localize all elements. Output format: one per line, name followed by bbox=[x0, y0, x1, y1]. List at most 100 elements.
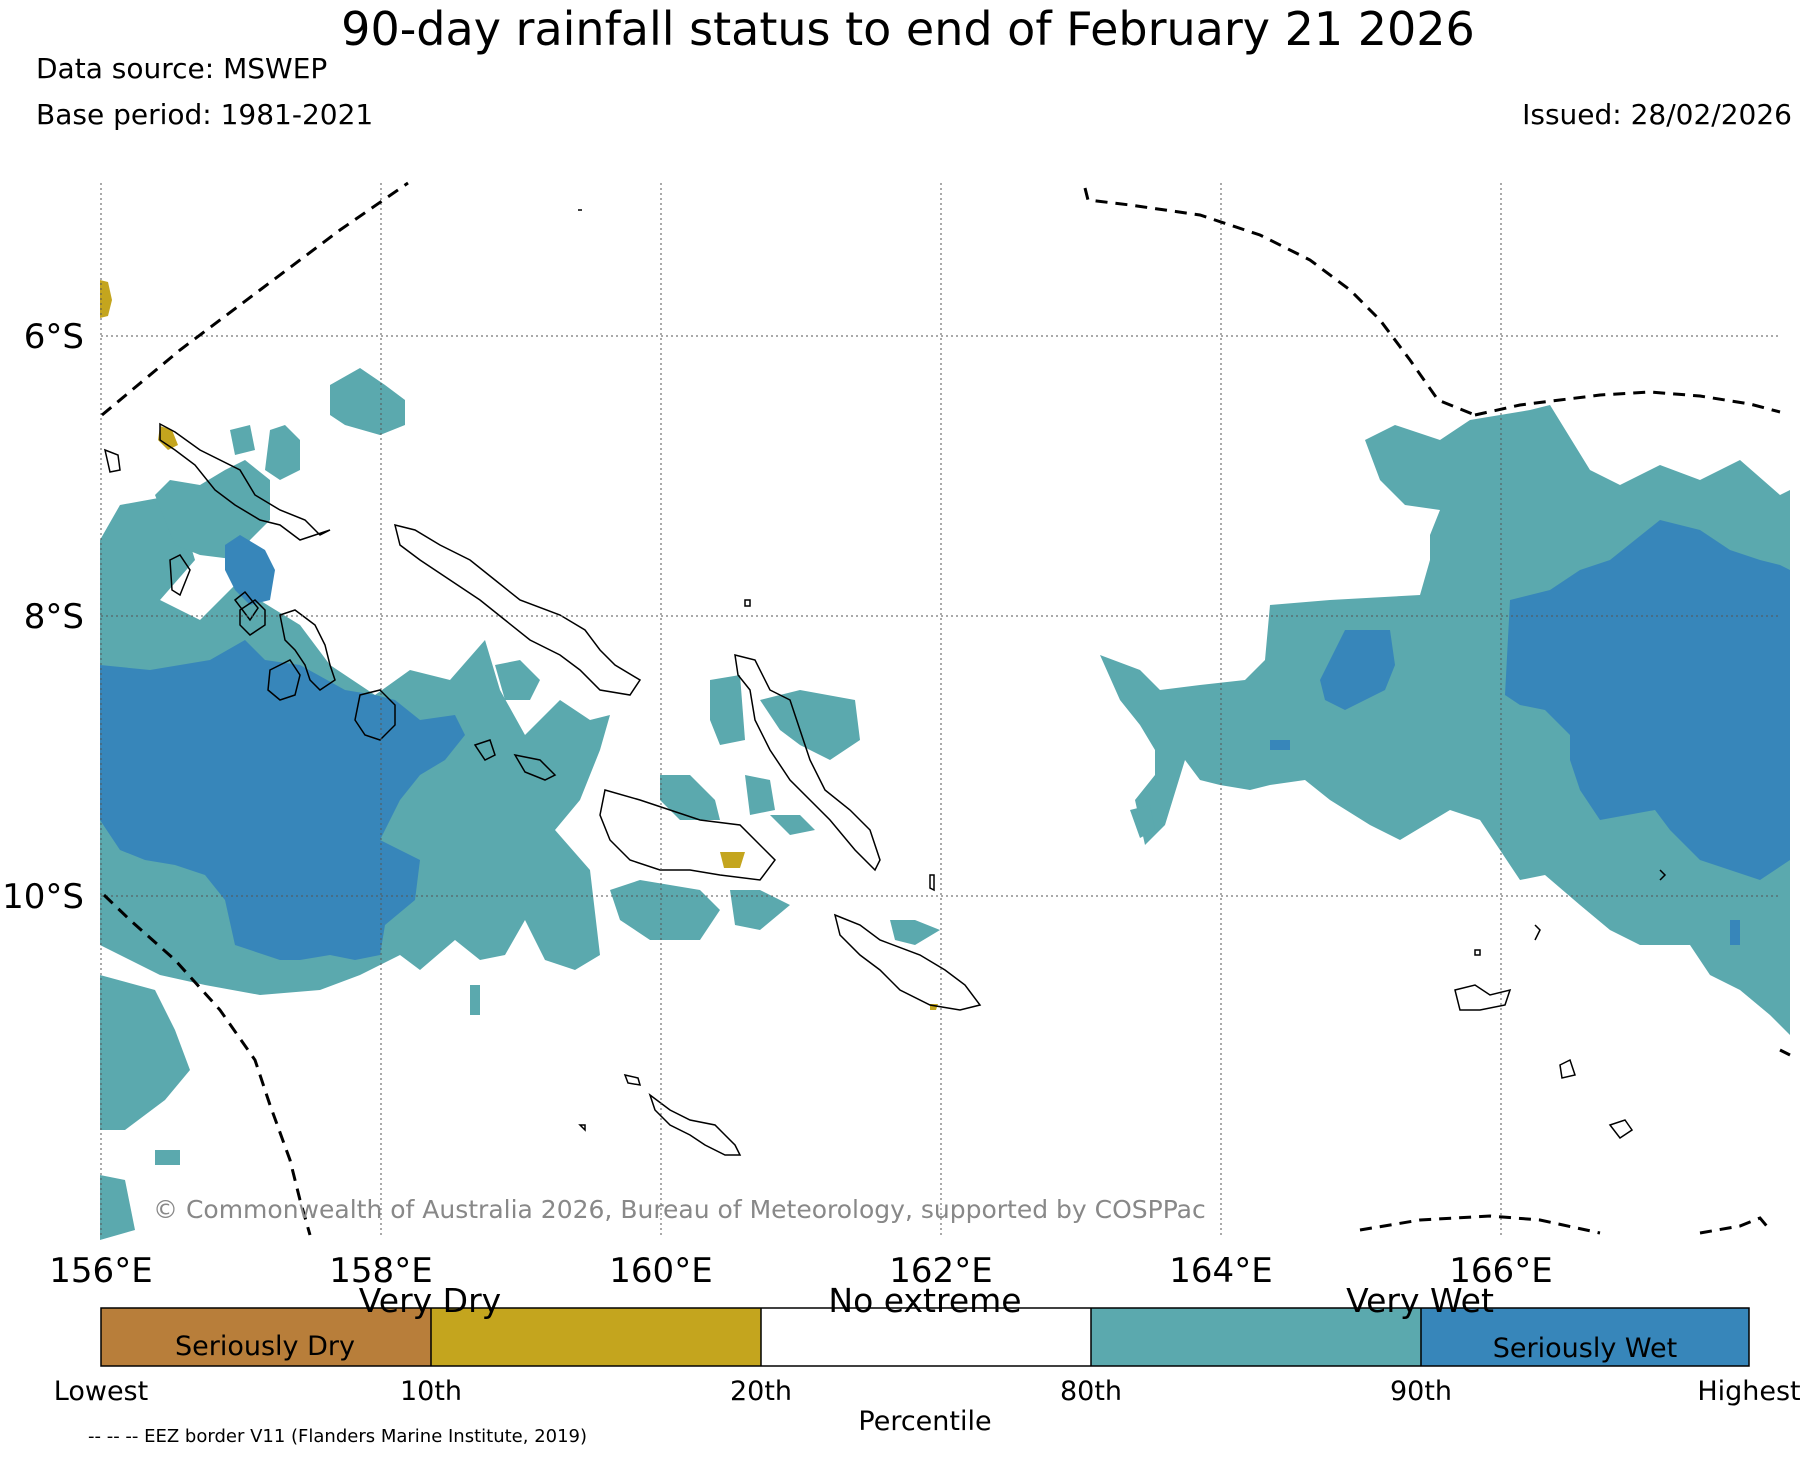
coastline-malaita bbox=[833, 913, 982, 1011]
coastline-kolombangara bbox=[267, 659, 301, 701]
coastline-makira bbox=[648, 1092, 742, 1156]
coastline-santa-cruz bbox=[1454, 984, 1512, 1011]
coastline-new-georgia bbox=[239, 599, 266, 636]
legend-group-no-extreme: No extreme bbox=[828, 1281, 1021, 1320]
seriously-wet-region-east-small bbox=[1270, 740, 1290, 750]
very-wet-region-east-islet bbox=[1130, 805, 1155, 838]
very-wet-region-central-5 bbox=[770, 815, 815, 835]
map-plot-area: © Commonwealth of Australia 2026, Bureau… bbox=[100, 181, 1791, 1240]
legend-tick-90th: 90th bbox=[1390, 1376, 1452, 1407]
legend-frame bbox=[100, 1307, 1750, 1367]
eez-border-south-arc bbox=[1359, 1214, 1601, 1235]
lat-label-10s: 10°S bbox=[2, 877, 84, 917]
issued-date-text: Issued: 28/02/2026 bbox=[1522, 98, 1792, 131]
very-wet-region-south-1 bbox=[100, 975, 190, 1130]
legend-axis-label: Percentile bbox=[858, 1406, 991, 1437]
lon-label-166: 166°E bbox=[1449, 1251, 1552, 1291]
very-wet-region-south-2 bbox=[610, 880, 720, 940]
very-wet-region-islet-2 bbox=[230, 425, 255, 455]
legend-group-very-wet: Very Wet bbox=[1346, 1281, 1494, 1320]
coastline-vanikoro bbox=[1559, 1058, 1576, 1079]
very-dry-region-2 bbox=[158, 426, 178, 450]
seriously-wet-region-northwest bbox=[225, 535, 275, 605]
coastline-ulawa bbox=[929, 874, 935, 892]
very-wet-region-central-1 bbox=[710, 675, 745, 745]
legend-swatch-seriously-wet bbox=[1421, 1308, 1749, 1366]
coastline-small-6 bbox=[103, 448, 121, 473]
legend-swatch-very-dry bbox=[431, 1308, 761, 1366]
longitude-labels: 156°E 158°E 160°E 162°E 164°E 166°E bbox=[49, 1251, 1552, 1291]
seriously-wet-region-east-inner bbox=[1320, 630, 1395, 710]
very-wet-region-northwest bbox=[155, 460, 270, 560]
legend-tick-20th: 20th bbox=[730, 1376, 792, 1407]
legend-swatch-no-extreme bbox=[761, 1308, 1091, 1366]
lon-label-162: 162°E bbox=[889, 1251, 992, 1291]
very-dry-region-1 bbox=[100, 280, 112, 318]
graticule bbox=[100, 183, 1780, 1235]
seriously-wet-regions bbox=[100, 520, 1790, 960]
legend-label-seriously-dry: Seriously Dry bbox=[175, 1331, 355, 1362]
lat-label-6s: 6°S bbox=[24, 317, 84, 357]
eez-border-northeast bbox=[1083, 187, 1476, 417]
data-source-text: Data source: MSWEP bbox=[36, 52, 328, 85]
eez-border-east bbox=[1779, 1048, 1791, 1057]
colorbar-legend: Seriously Dry Seriously Wet Very Dry No … bbox=[54, 1281, 1801, 1437]
coastline-small-5 bbox=[1474, 949, 1481, 956]
eez-borders bbox=[101, 181, 1791, 1236]
coastlines bbox=[103, 209, 1667, 1156]
lat-label-8s: 8°S bbox=[24, 597, 84, 637]
seriously-wet-region-east bbox=[1505, 520, 1790, 880]
lon-label-164: 164°E bbox=[1169, 1251, 1272, 1291]
legend-tick-10th: 10th bbox=[400, 1376, 462, 1407]
coastline-bougainville bbox=[159, 422, 331, 541]
legend-tick-80th: 80th bbox=[1060, 1376, 1122, 1407]
very-wet-region-south-5 bbox=[100, 1175, 135, 1240]
very-wet-region-islet-4 bbox=[495, 660, 540, 700]
coastline-guadalcanal bbox=[599, 789, 776, 881]
page-title: 90-day rainfall status to end of Februar… bbox=[341, 2, 1475, 56]
very-wet-region-central-2 bbox=[760, 690, 860, 760]
lon-label-156: 156°E bbox=[49, 1251, 152, 1291]
eez-border-northwest bbox=[101, 181, 409, 417]
coastline-florida bbox=[513, 753, 557, 781]
eez-border-east-arc bbox=[1474, 390, 1781, 417]
eez-border-southeast bbox=[1699, 1216, 1772, 1235]
coastline-choiseul bbox=[393, 523, 642, 696]
latitude-labels: 6°S 8°S 10°S bbox=[2, 317, 84, 917]
coastline-small-1 bbox=[169, 554, 191, 597]
very-dry-regions bbox=[100, 280, 938, 1010]
coastline-small-3 bbox=[744, 599, 751, 607]
legend-label-seriously-wet: Seriously Wet bbox=[1493, 1333, 1677, 1364]
lon-label-160: 160°E bbox=[609, 1251, 712, 1291]
coastline-small-4 bbox=[1534, 924, 1541, 941]
very-wet-region-south-6 bbox=[155, 1150, 180, 1165]
very-dry-region-3 bbox=[720, 852, 745, 868]
copyright-text: © Commonwealth of Australia 2026, Bureau… bbox=[153, 1195, 1206, 1224]
coastline-russell bbox=[473, 739, 496, 761]
legend-swatch-very-wet bbox=[1091, 1308, 1421, 1366]
lon-label-158: 158°E bbox=[329, 1251, 432, 1291]
legend-swatch-seriously-dry bbox=[101, 1308, 431, 1366]
eez-border-southwest bbox=[102, 893, 312, 1236]
legend-tick-highest: Highest bbox=[1697, 1376, 1800, 1407]
coastline-bellona bbox=[578, 1124, 586, 1132]
coastline-isabel bbox=[734, 653, 881, 872]
base-period-text: Base period: 1981-2021 bbox=[36, 98, 374, 131]
seriously-wet-region-west bbox=[100, 640, 465, 960]
coastline-tikopia bbox=[1608, 1119, 1634, 1140]
coastline-small-7 bbox=[1659, 869, 1667, 881]
very-wet-region-central-4 bbox=[745, 775, 775, 815]
very-wet-region-south-3 bbox=[730, 890, 790, 930]
very-wet-region-south-4 bbox=[470, 985, 480, 1015]
very-wet-region-islet-3 bbox=[265, 425, 300, 480]
coastline-small-2 bbox=[233, 590, 259, 622]
very-wet-region-south-7 bbox=[890, 920, 940, 945]
coastline-rendova bbox=[279, 609, 336, 691]
coastline-rennell bbox=[623, 1073, 642, 1086]
coastline-vella bbox=[354, 689, 396, 741]
legend-tick-lowest: Lowest bbox=[54, 1376, 148, 1407]
very-wet-region-central-3 bbox=[660, 775, 720, 820]
legend-group-very-dry: Very Dry bbox=[359, 1281, 501, 1320]
eez-note: -- -- -- EEZ border V11 (Flanders Marine… bbox=[88, 1426, 588, 1447]
